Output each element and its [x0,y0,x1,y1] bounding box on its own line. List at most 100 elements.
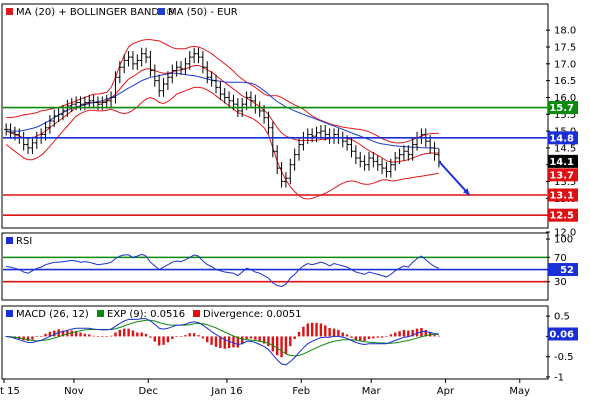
legend-exp: EXP (9): 0.0516 [107,309,185,320]
rsi-line [6,253,440,288]
macd-divergence-bar [127,328,130,337]
macd-divergence-bar [144,333,148,337]
legend-swatch-exp [97,310,104,317]
x-tick-label: Feb [292,386,310,397]
y-tick-label: 18.0 [554,26,576,37]
macd-divergence-bar [175,336,178,338]
macd-divergence-bar [350,336,353,338]
macd-divergence-bar [232,336,235,348]
x-tick-label: Jan 16 [210,386,242,397]
legend-ma50: MA (50) - EUR [168,7,238,18]
macd-divergence-bar [271,336,275,352]
y-tick-label: 16.0 [554,93,576,104]
macd-divergence-bar [179,336,183,338]
legend-swatch-rsi [6,237,13,244]
macd-divergence-bar [376,336,379,338]
level-tag-15.7-bg [548,101,578,115]
macd-divergence-bar [92,335,95,337]
x-tick-label: May [509,386,530,397]
macd-divergence-bar [184,335,187,337]
macd-divergence-bar [96,336,100,338]
macd-divergence-bar [407,330,410,337]
macd-divergence-bar [44,333,47,337]
legend-ma20-bollinger: MA (20) + BOLLINGER BANDS® [16,7,175,18]
y-tick-label: 17.0 [554,59,576,70]
price-panel-frame [1,3,549,229]
macd-divergence-bar [83,333,87,337]
macd-divergence-bar [210,336,213,345]
macd-divergence-bar [258,336,261,342]
x-tick-label: Mar [362,386,382,397]
x-axis: t 15 Nov Dec Jan 16 Feb Mar Apr May [0,379,530,397]
macd-divergence-bar [437,335,441,337]
macd-divergence-bar [48,331,52,337]
macd-line [6,318,439,366]
macd-divergence-bar [345,334,349,337]
macd-divergence-bar [22,336,25,341]
macd-divergence-bar [249,336,253,339]
macd-divergence-bar [411,329,414,337]
macd-divergence-bar [424,329,427,337]
macd-divergence-bar [53,330,56,337]
bollinger-lower-line [5,86,440,200]
y-tick-label: 15.5 [554,110,576,121]
macd-divergence-bar [188,333,191,337]
macd-divergence-bar [420,327,423,337]
macd-divergence-bar [328,327,331,337]
macd-panel-frame [1,305,549,380]
macd-divergence-bar [310,322,314,337]
price-tag-14.1-bg [548,154,578,168]
legend-swatch-divergence [193,310,200,317]
x-tick-label: Nov [64,386,84,397]
price-panel: 12.012.513.013.514.014.515.015.516.016.5… [3,26,578,239]
macd-divergence-bar [241,336,244,345]
macd-divergence-bar [332,328,336,337]
macd-divergence-bar [223,336,226,349]
level-tag-15.7: 15.7 [549,103,574,114]
macd-divergence-bar [31,336,34,340]
macd-divergence-bar [433,335,436,337]
y-tick-label: 100 [554,235,573,246]
forecast-arrow-head [463,188,470,195]
macd-panel: -1-0.500.50.06 [4,312,578,383]
macd-divergence-bar [415,328,419,337]
macd-divergence-bar [227,336,231,349]
legend-swatch-ma20 [6,8,13,15]
price-tag-13.7-bg [548,168,578,182]
y-tick-label: 70 [554,253,567,264]
macd-divergence-bar [324,325,327,337]
macd-divergence-bar [70,330,73,337]
macd-divergence-bar [262,336,266,344]
y-tick-label: 13.5 [554,177,576,188]
macd-divergence-bar [302,326,305,337]
macd-divergence-bar [157,336,161,346]
y-tick-label: 12.0 [554,228,576,239]
rsi-tag: 52 [560,265,574,276]
macd-divergence-bar [398,331,401,337]
macd-divergence-bar [166,336,170,343]
macd-divergence-bar [136,332,139,337]
macd-divergence-bar [354,336,358,341]
macd-divergence-bar [219,336,222,349]
level-tag-12.5: 12.5 [549,211,574,222]
level-tag-12.5-bg [548,208,578,222]
y-tick-label: -0.5 [554,352,574,363]
level-tag-14.8-bg [548,131,578,145]
macd-divergence-bar [389,334,393,337]
macd-divergence-bar [402,329,406,337]
macd-divergence-bar [363,336,366,341]
y-tick-label: 0.5 [554,312,570,323]
macd-divergence-bar [61,330,65,337]
macd-divergence-bar [284,336,288,354]
macd-divergence-bar [105,336,108,338]
x-tick-label: Apr [437,386,455,397]
legend-rsi: RSI [16,236,32,247]
price-legend: MA (20) + BOLLINGER BANDS® MA (50) - EUR [6,7,238,18]
macd-divergence-bar [306,323,309,337]
macd-divergence-bar [367,336,371,340]
price-tag-13.7: 13.7 [549,170,574,181]
macd-divergence-bar [114,332,117,337]
y-tick-label: 14.5 [554,143,576,154]
legend-macd: MACD (26, 12) [16,309,89,320]
